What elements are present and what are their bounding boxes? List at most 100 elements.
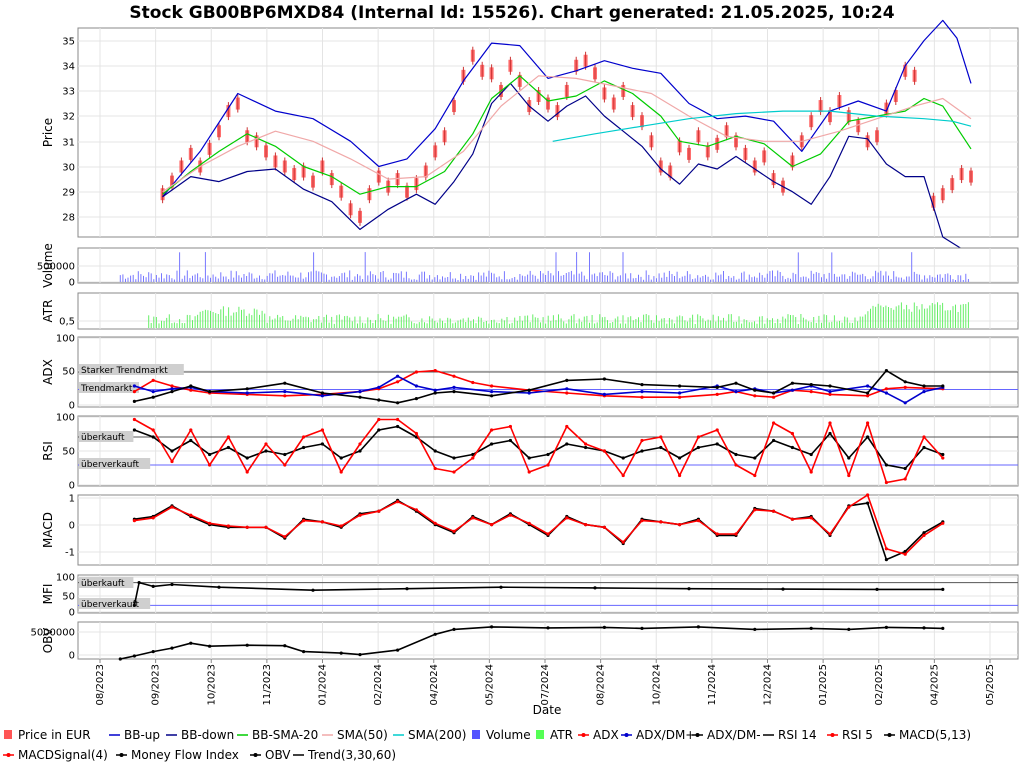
legend-dot [253,753,258,757]
series-point [396,424,400,429]
series-point [584,523,588,527]
y-tick-label: 50 [62,447,75,458]
series-point [659,520,663,524]
series-point [508,513,512,517]
series-point [941,521,945,525]
series-point [490,384,494,388]
series-point [245,525,249,529]
x-tick-label: 01/2024 [318,664,329,706]
series-point [678,473,682,478]
series-point [226,435,230,439]
series-point [320,394,324,398]
series-point [433,521,437,525]
series-point [118,657,122,661]
series-point [546,532,550,536]
x-tick-label: 09/2023 [151,664,162,706]
series-point [217,585,221,589]
series-point [696,519,701,523]
series-point [687,587,691,591]
series-line-rsi-14 [134,425,944,470]
legend-label: SMA(50) [337,728,388,742]
series-point [414,370,418,374]
series-point [734,452,738,457]
series-point [828,390,832,394]
series-point [696,435,701,439]
annotation-bg [79,382,139,393]
legend-item: BB-up [109,728,160,742]
series-point [584,445,588,450]
legend-label: BB-down [181,728,234,742]
series-point [866,501,870,505]
series-point [499,585,503,589]
series-point [828,392,832,396]
y-tick-label: 31 [62,138,75,149]
series-point [753,627,757,632]
series-point [452,627,456,632]
series-point [170,384,174,388]
y-tick-label: 100 [56,573,75,584]
y-tick-label: 0 [69,521,75,532]
series-point [245,387,249,391]
legend-item: RSI 14 [763,728,817,742]
y-tick-label: 100 [56,413,75,424]
series-point [903,385,907,389]
series-point [565,378,569,382]
legend-label: ATR [550,728,573,742]
x-tick-label: 01/2025 [818,664,829,706]
legend-item: BB-SMA-20 [237,728,318,742]
series-point [320,391,324,395]
x-tick-label: 02/2024 [373,664,384,706]
series-point [490,428,494,432]
series-point [866,391,870,395]
series-point [922,533,926,538]
legend-label: Volume [486,728,531,742]
series-line-bb-up [162,19,972,198]
series-point [640,626,644,631]
series-point [753,473,757,478]
legend-item: SMA(200) [393,728,466,742]
series-point [884,387,889,391]
series-point [884,369,889,373]
series-point [866,435,870,439]
series-point [414,431,418,436]
series-point [452,470,456,474]
series-point [208,390,212,394]
series-point [678,395,682,399]
series-point [640,519,644,523]
annotation-label: überkauft [81,433,125,443]
panel-atr: 0,5 ATR [41,292,1019,330]
x-tick-label: 04/2024 [429,664,440,706]
legend-item: MACDSignal(4) [3,748,108,762]
y-axis-label-price: Price [41,118,55,147]
series-point [847,627,851,632]
series-point [903,477,907,481]
series-point [602,377,607,381]
series-point [189,384,193,388]
annotation-bg [79,458,151,469]
series-point [132,417,136,422]
legend-dot [581,733,586,737]
series-point [866,421,870,425]
series-point [433,632,437,636]
series-point [208,644,212,648]
series-point [828,431,832,436]
series-point [471,456,475,460]
series-point [809,470,813,474]
series-point [396,500,400,504]
x-tick-label: 08/2023 [95,664,106,706]
y-tick-label: 0 [69,651,75,662]
series-point [734,532,738,536]
series-point [640,449,644,453]
series-point [170,387,174,391]
series-point [678,523,682,527]
series-point [490,394,494,398]
series-point [358,653,362,657]
series-point [189,513,193,517]
series-point [922,435,926,439]
series-point [565,424,569,429]
chart-title: Stock GB00BP6MXD84 (Internal Id: 15526).… [129,3,894,23]
y-axis-label-volume: Volume [41,243,55,288]
series-point [433,466,437,471]
series-point [377,385,381,389]
